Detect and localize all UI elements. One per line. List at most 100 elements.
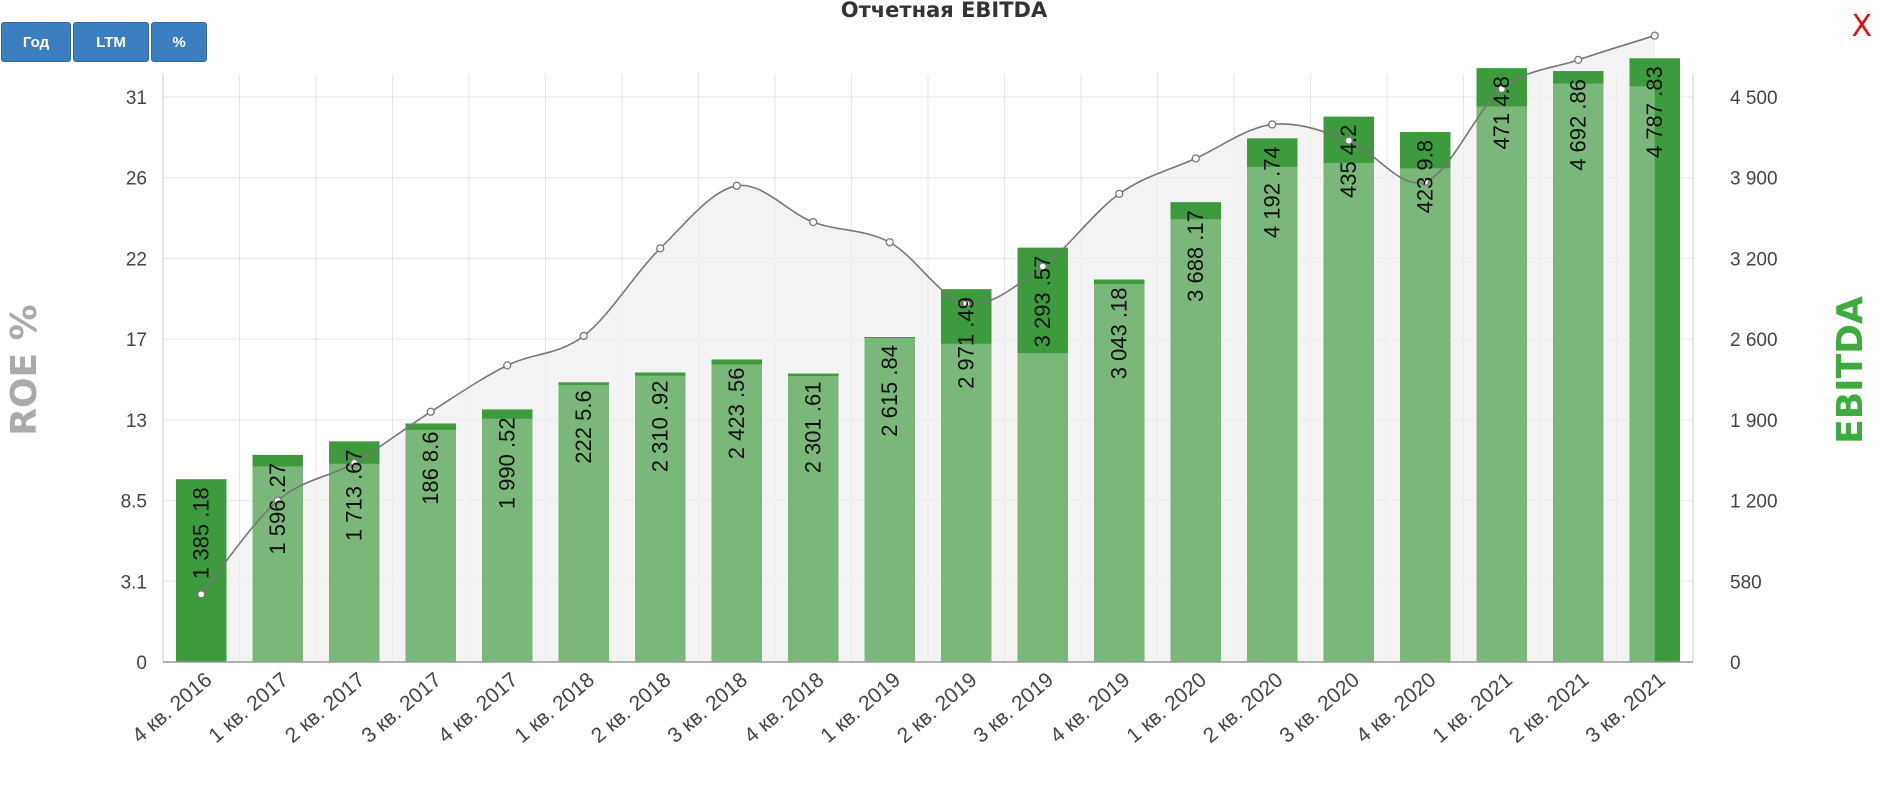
roe-point (1268, 120, 1277, 129)
x-tick-label: 4 кв. 2017 (434, 668, 523, 747)
bar-data-label: 471 4.8 (1489, 76, 1514, 149)
roe-point (273, 496, 282, 505)
x-tick-label: 2 кв. 2018 (587, 668, 676, 747)
left-tick-label: 0 (136, 653, 147, 674)
ebitda-bar-overlay (711, 364, 762, 662)
bar-data-label: 435 4.2 (1336, 125, 1361, 198)
roe-point (1344, 136, 1353, 145)
bar-data-label: 1 596 .27 (265, 463, 290, 555)
ebitda-bar-overlay (558, 384, 609, 662)
ltm-button[interactable]: LTM (73, 22, 149, 62)
ebitda-bar-overlay (788, 376, 839, 662)
ebitda-bar-overlay (1553, 83, 1604, 663)
ebitda-bar-overlay (864, 337, 915, 662)
x-tick-label: 2 кв. 2020 (1199, 668, 1288, 747)
percent-button[interactable]: % (151, 22, 207, 62)
ebitda-bar-overlay (1247, 166, 1298, 662)
toolbar: Год LTM % (1, 22, 207, 62)
x-tick-label: 1 кв. 2019 (816, 668, 905, 747)
ebitda-bar-overlay (405, 429, 456, 662)
roe-point (197, 590, 206, 599)
right-tick-label: 2 600 (1730, 330, 1778, 351)
bar-data-label: 3 688 .17 (1183, 210, 1208, 302)
bar-data-label: 4 787 .83 (1642, 66, 1667, 158)
right-tick-label: 3 900 (1730, 169, 1778, 190)
roe-point (1421, 177, 1430, 186)
bar-data-label: 3 293 .57 (1030, 256, 1055, 348)
right-axis-title: EBITDA (1830, 296, 1871, 444)
roe-point (426, 407, 435, 416)
x-tick-label: 2 кв. 2019 (893, 668, 982, 747)
right-tick-label: 580 (1730, 572, 1762, 593)
right-tick-label: 3 200 (1730, 249, 1778, 270)
x-tick-label: 4 кв. 2020 (1352, 668, 1441, 747)
bar-data-label: 186 8.6 (418, 431, 443, 504)
roe-point (962, 299, 971, 308)
x-tick-label: 4 кв. 2016 (128, 668, 217, 747)
roe-point (350, 458, 359, 468)
x-tick-label: 3 кв. 2019 (969, 668, 1058, 747)
ebitda-bar-overlay (941, 343, 992, 662)
x-tick-label: 4 кв. 2018 (740, 668, 829, 747)
left-tick-label: 22 (126, 249, 147, 270)
left-tick-label: 8.5 (121, 492, 147, 513)
x-tick-label: 3 кв. 2021 (1581, 668, 1670, 747)
ebitda-bar-overlay (635, 375, 686, 662)
bar-data-label: 1 713 .67 (341, 449, 366, 541)
ebitda-bar-overlay (1400, 168, 1451, 663)
roe-point (732, 181, 741, 190)
bar-data-label: 2 301 .61 (800, 382, 825, 474)
ebitda-bar-overlay (1323, 162, 1374, 662)
roe-point (809, 217, 818, 227)
bar-data-label: 423 9.8 (1412, 140, 1437, 213)
x-tick-label: 2 кв. 2017 (281, 668, 370, 747)
roe-point (656, 244, 665, 253)
x-tick-label: 2 кв. 2021 (1505, 668, 1594, 747)
chart-title: Отчетная EBITDA (840, 0, 1048, 22)
roe-point (579, 331, 588, 341)
roe-point (1038, 262, 1047, 271)
roe-point (885, 238, 894, 247)
roe-point (1574, 55, 1583, 65)
close-icon[interactable]: X (1851, 9, 1872, 44)
left-tick-label: 3.1 (121, 572, 147, 593)
bar-data-label: 1 385 .18 (188, 487, 213, 579)
x-tick-label: 1 кв. 2020 (1122, 668, 1211, 747)
ebitda-bar-overlay (1094, 283, 1145, 662)
ebitda-bar-overlay (1476, 106, 1527, 662)
bar-data-label: 4 692 .86 (1565, 79, 1590, 171)
roe-point (1115, 189, 1124, 199)
ebitda-bar (176, 479, 227, 662)
x-tick-label: 3 кв. 2017 (357, 668, 446, 747)
x-tick-label: 1 кв. 2018 (510, 668, 599, 747)
x-tick-label: 3 кв. 2018 (663, 668, 752, 747)
right-tick-label: 1 200 (1730, 492, 1778, 513)
bar-data-label: 3 043 .18 (1106, 288, 1131, 380)
left-tick-label: 17 (126, 330, 147, 351)
year-button[interactable]: Год (1, 22, 71, 62)
x-tick-label: 1 кв. 2017 (204, 668, 293, 747)
right-tick-label: 0 (1730, 653, 1741, 674)
right-tick-label: 4 500 (1730, 88, 1778, 109)
roe-point (1497, 84, 1506, 94)
roe-point (1650, 31, 1659, 40)
bar-data-label: 2 615 .84 (877, 345, 902, 437)
ebitda-bar-overlay (482, 418, 533, 662)
ebitda-bar-overlay (1629, 86, 1655, 662)
bar-data-label: 2 423 .56 (724, 367, 749, 459)
left-tick-label: 13 (126, 411, 147, 432)
left-tick-label: 26 (126, 169, 147, 190)
ebitda-bar-overlay (329, 463, 380, 662)
bar-data-label: 4 192 .74 (1259, 146, 1284, 238)
ebitda-bar-overlay (1170, 219, 1221, 662)
bar-data-label: 222 5.6 (571, 390, 596, 463)
left-axis-title: ROE % (4, 304, 45, 436)
x-tick-label: 4 кв. 2019 (1046, 668, 1135, 747)
left-tick-label: 31 (126, 88, 147, 109)
roe-point (503, 361, 512, 370)
x-tick-label: 1 кв. 2021 (1428, 668, 1517, 747)
ebitda-bar-overlay (1017, 352, 1068, 662)
x-tick-label: 3 кв. 2020 (1275, 668, 1364, 747)
bar-data-label: 2 310 .92 (647, 380, 672, 472)
